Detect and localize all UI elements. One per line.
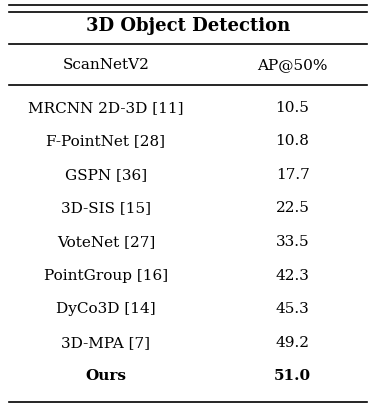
Text: 3D Object Detection: 3D Object Detection	[86, 17, 290, 35]
Text: 49.2: 49.2	[276, 336, 309, 350]
Text: AP@50%: AP@50%	[257, 58, 328, 72]
Text: 22.5: 22.5	[276, 201, 309, 215]
Text: 3D-SIS [15]: 3D-SIS [15]	[61, 201, 151, 215]
Text: 42.3: 42.3	[276, 269, 309, 283]
Text: 10.5: 10.5	[276, 101, 309, 115]
Text: DyCo3D [14]: DyCo3D [14]	[56, 302, 156, 316]
Text: VoteNet [27]: VoteNet [27]	[57, 235, 155, 249]
Text: 33.5: 33.5	[276, 235, 309, 249]
Text: 51.0: 51.0	[274, 369, 311, 383]
Text: ScanNetV2: ScanNetV2	[62, 58, 149, 72]
Text: 3D-MPA [7]: 3D-MPA [7]	[61, 336, 150, 350]
Text: PointGroup [16]: PointGroup [16]	[44, 269, 168, 283]
Text: 17.7: 17.7	[276, 168, 309, 182]
Text: MRCNN 2D-3D [11]: MRCNN 2D-3D [11]	[28, 101, 183, 115]
Text: Ours: Ours	[85, 369, 126, 383]
Text: 45.3: 45.3	[276, 302, 309, 316]
Text: 10.8: 10.8	[276, 134, 309, 148]
Text: F-PointNet [28]: F-PointNet [28]	[46, 134, 165, 148]
Text: GSPN [36]: GSPN [36]	[65, 168, 147, 182]
